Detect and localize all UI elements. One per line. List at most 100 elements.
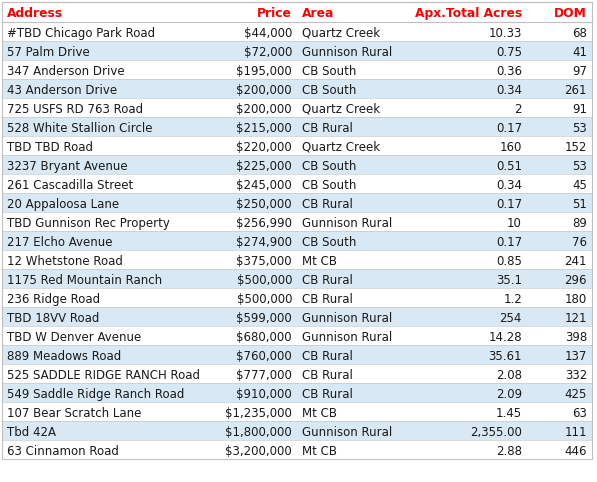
Text: 160: 160	[500, 141, 522, 154]
Text: $215,000: $215,000	[236, 121, 292, 134]
Text: $375,000: $375,000	[236, 254, 292, 268]
Bar	[2, 231, 592, 250]
Text: CB South: CB South	[302, 160, 356, 173]
Text: Gunnison Rural: Gunnison Rural	[302, 426, 392, 439]
Bar	[2, 22, 592, 41]
Text: 12 Whetstone Road: 12 Whetstone Road	[7, 254, 123, 268]
Text: 111: 111	[565, 426, 587, 439]
Bar	[2, 174, 592, 193]
Text: 0.85: 0.85	[496, 254, 522, 268]
Text: CB South: CB South	[302, 178, 356, 191]
Text: $225,000: $225,000	[236, 160, 292, 173]
Text: $250,000: $250,000	[236, 198, 292, 211]
Text: #TBD Chicago Park Road: #TBD Chicago Park Road	[7, 27, 155, 40]
Text: Price: Price	[257, 7, 292, 20]
Text: $680,000: $680,000	[236, 331, 292, 344]
Bar	[2, 440, 592, 459]
Bar	[2, 136, 592, 155]
Text: TBD 18VV Road: TBD 18VV Road	[7, 311, 99, 324]
Text: $3,200,000: $3,200,000	[225, 444, 292, 457]
Bar	[2, 98, 592, 117]
Bar	[2, 383, 592, 402]
Text: 35.1: 35.1	[496, 273, 522, 286]
Bar	[2, 79, 592, 98]
Text: 0.17: 0.17	[496, 198, 522, 211]
Text: CB Rural: CB Rural	[302, 349, 353, 362]
Text: $72,000: $72,000	[244, 45, 292, 58]
Text: 1.45: 1.45	[496, 406, 522, 419]
Bar	[2, 212, 592, 231]
Text: 0.17: 0.17	[496, 236, 522, 249]
Text: 261 Cascadilla Street: 261 Cascadilla Street	[7, 178, 133, 191]
Text: $245,000: $245,000	[236, 178, 292, 191]
Text: 63: 63	[572, 406, 587, 419]
Text: 528 White Stallion Circle: 528 White Stallion Circle	[7, 121, 152, 134]
Text: 446: 446	[565, 444, 587, 457]
Text: Apx.Total Acres: Apx.Total Acres	[415, 7, 522, 20]
Text: $1,235,000: $1,235,000	[225, 406, 292, 419]
Text: 89: 89	[572, 216, 587, 229]
Text: Address: Address	[7, 7, 63, 20]
Text: TBD Gunnison Rec Property: TBD Gunnison Rec Property	[7, 216, 170, 229]
Bar	[2, 193, 592, 212]
Text: 347 Anderson Drive: 347 Anderson Drive	[7, 65, 125, 78]
Text: 10: 10	[507, 216, 522, 229]
Text: CB Rural: CB Rural	[302, 198, 353, 211]
Text: Tbd 42A: Tbd 42A	[7, 426, 56, 439]
Text: $195,000: $195,000	[236, 65, 292, 78]
Text: 241: 241	[565, 254, 587, 268]
Text: $200,000: $200,000	[236, 103, 292, 116]
Text: $500,000: $500,000	[236, 293, 292, 306]
Text: CB Rural: CB Rural	[302, 388, 353, 401]
Bar	[2, 326, 592, 345]
Bar	[2, 155, 592, 174]
Text: 121: 121	[565, 311, 587, 324]
Text: 41: 41	[572, 45, 587, 58]
Bar	[2, 2, 592, 22]
Text: 35.61: 35.61	[488, 349, 522, 362]
Text: 1.2: 1.2	[503, 293, 522, 306]
Text: CB South: CB South	[302, 83, 356, 96]
Text: 180: 180	[565, 293, 587, 306]
Text: 549 Saddle Ridge Ranch Road: 549 Saddle Ridge Ranch Road	[7, 388, 184, 401]
Text: 97: 97	[572, 65, 587, 78]
Text: 2.08: 2.08	[496, 369, 522, 382]
Text: TBD W Denver Avenue: TBD W Denver Avenue	[7, 331, 141, 344]
Bar	[2, 288, 592, 307]
Text: Gunnison Rural: Gunnison Rural	[302, 45, 392, 58]
Bar	[2, 250, 592, 269]
Text: 332: 332	[565, 369, 587, 382]
Text: 51: 51	[572, 198, 587, 211]
Text: Mt CB: Mt CB	[302, 444, 337, 457]
Bar	[2, 402, 592, 421]
Text: 217 Elcho Avenue: 217 Elcho Avenue	[7, 236, 112, 249]
Bar	[2, 345, 592, 364]
Text: Area: Area	[302, 7, 334, 20]
Bar	[2, 307, 592, 326]
Text: 91: 91	[572, 103, 587, 116]
Text: Gunnison Rural: Gunnison Rural	[302, 216, 392, 229]
Text: 398: 398	[565, 331, 587, 344]
Bar	[2, 269, 592, 288]
Bar	[2, 117, 592, 136]
Text: 1175 Red Mountain Ranch: 1175 Red Mountain Ranch	[7, 273, 162, 286]
Text: 43 Anderson Drive: 43 Anderson Drive	[7, 83, 117, 96]
Text: 107 Bear Scratch Lane: 107 Bear Scratch Lane	[7, 406, 141, 419]
Text: $220,000: $220,000	[236, 141, 292, 154]
Text: 76: 76	[572, 236, 587, 249]
Text: Gunnison Rural: Gunnison Rural	[302, 331, 392, 344]
Text: 889 Meadows Road: 889 Meadows Road	[7, 349, 121, 362]
Text: 0.36: 0.36	[496, 65, 522, 78]
Text: 45: 45	[572, 178, 587, 191]
Text: 152: 152	[565, 141, 587, 154]
Text: 63 Cinnamon Road: 63 Cinnamon Road	[7, 444, 119, 457]
Text: 14.28: 14.28	[488, 331, 522, 344]
Text: 296: 296	[565, 273, 587, 286]
Text: Mt CB: Mt CB	[302, 406, 337, 419]
Text: $760,000: $760,000	[236, 349, 292, 362]
Text: 0.34: 0.34	[496, 83, 522, 96]
Text: 2.88: 2.88	[496, 444, 522, 457]
Text: 137: 137	[565, 349, 587, 362]
Text: CB South: CB South	[302, 65, 356, 78]
Text: $500,000: $500,000	[236, 273, 292, 286]
